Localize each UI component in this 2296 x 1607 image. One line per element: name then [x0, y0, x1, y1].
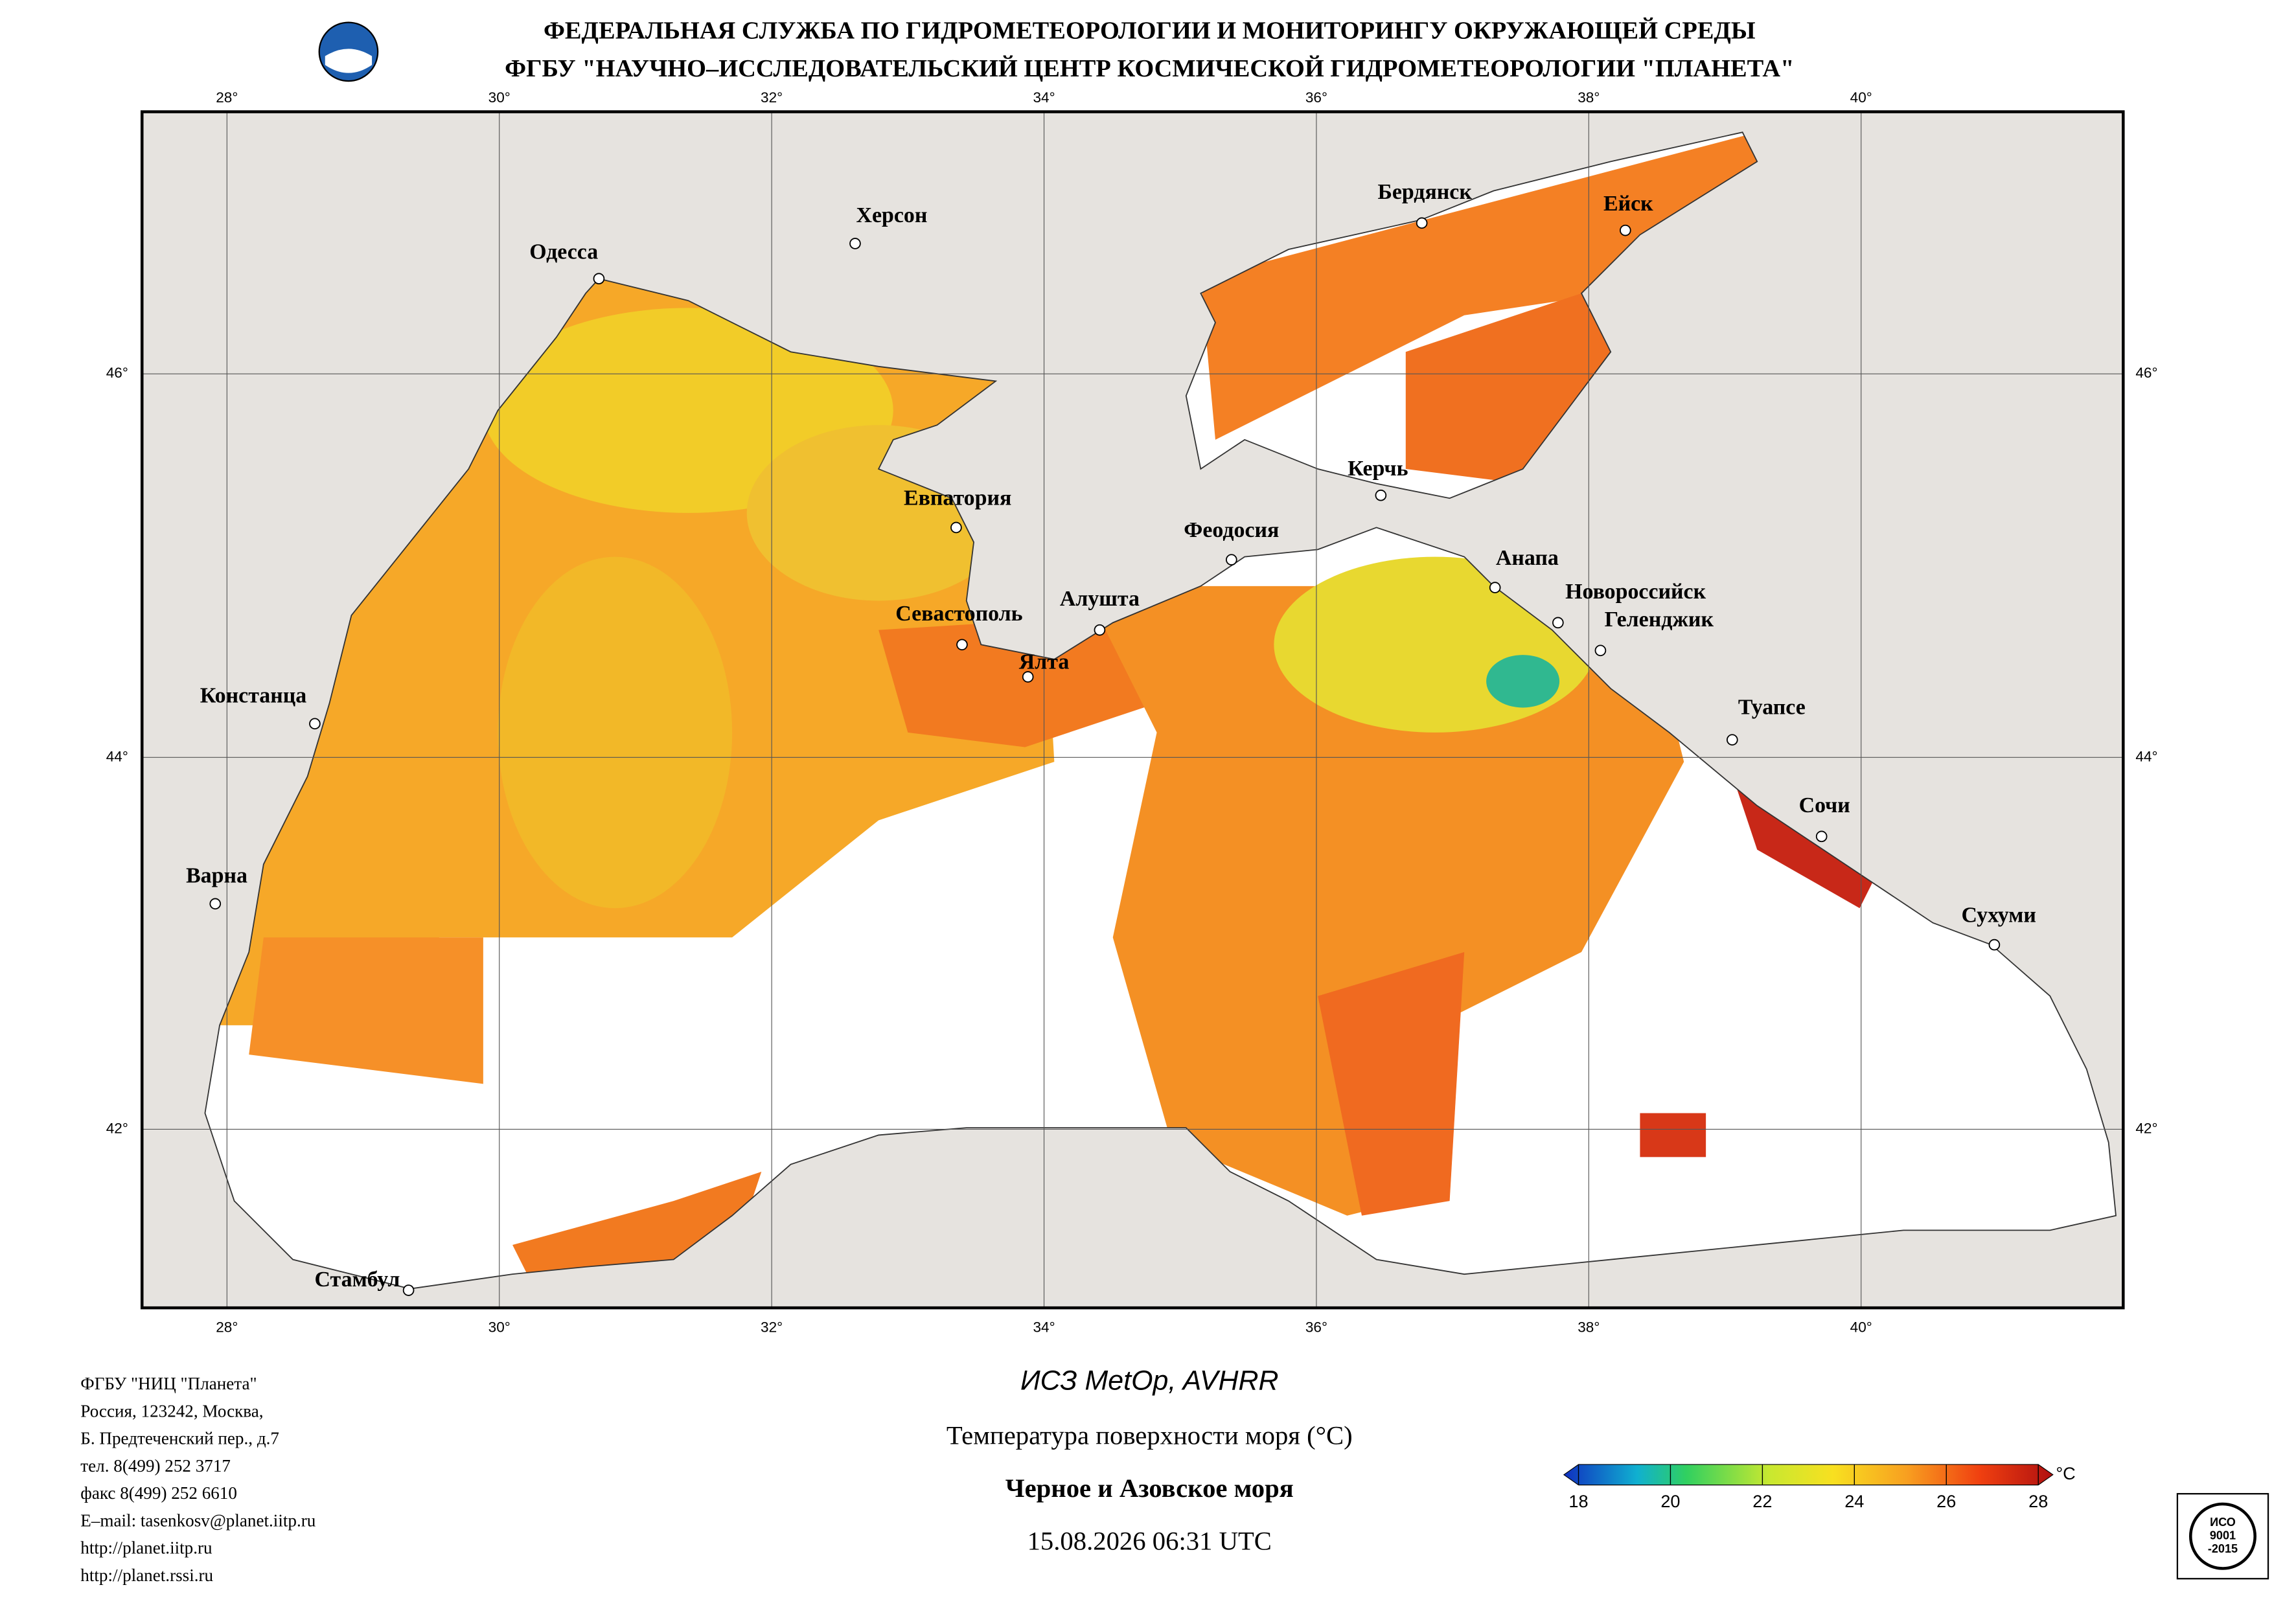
address-line: ФГБУ "НИЦ "Планета" [80, 1374, 257, 1393]
city-label: Алушта [1060, 587, 1140, 611]
graticule: 28° 28° 30° 30° 32° 32° 34° 34° 36° 36° 38° 38° 40° 4… [106, 89, 2158, 1336]
lat-label: 42° [106, 1120, 128, 1136]
address-line: http://planet.rssi.ru [80, 1566, 213, 1585]
lon-label: 34° [1033, 1319, 1055, 1336]
colorbar-label: 26 [1936, 1491, 1956, 1511]
city-label: Бердянск [1377, 180, 1472, 204]
city-marker [593, 273, 605, 285]
iso-logo [2176, 1493, 2269, 1580]
city-marker [402, 1284, 415, 1296]
lon-label: 34° [1033, 89, 1055, 106]
city-marker [1094, 624, 1106, 636]
city-marker [950, 521, 962, 534]
lon-label: 40° [1850, 1319, 1872, 1336]
city-label: Ейск [1603, 192, 1653, 216]
city-label: Керчь [1348, 457, 1408, 481]
city-marker [1375, 489, 1387, 501]
city-label: Новороссийск [1565, 580, 1706, 604]
city-marker [1594, 644, 1607, 657]
header-line: ФГБУ "НАУЧНО–ИССЛЕДОВАТЕЛЬСКИЙ ЦЕНТР КОС… [505, 55, 1794, 82]
lon-label: 36° [1305, 1319, 1327, 1336]
city-marker [1620, 224, 1631, 236]
city-label: Констанца [200, 683, 306, 707]
header-line: ФЕДЕРАЛЬНАЯ СЛУЖБА ПО ГИДРОМЕТЕОРОЛОГИИ … [544, 17, 1756, 44]
address-line: факс 8(499) 252 6610 [80, 1483, 237, 1503]
city-label: Феодосия [1184, 518, 1279, 542]
city-label: Геленджик [1605, 608, 1714, 632]
city-marker [1416, 217, 1428, 229]
city-label: Сочи [1799, 793, 1850, 817]
lon-label: 38° [1578, 1319, 1600, 1336]
region: Черное и Азовское моря [1005, 1474, 1294, 1503]
city-marker [1815, 830, 1828, 843]
lat-label: 44° [106, 748, 128, 764]
iso-text: -2015 [2208, 1542, 2238, 1555]
city-label: Херсон [856, 203, 928, 227]
lon-label: 30° [488, 89, 511, 106]
address-line: E–mail: tasenkosv@planet.iitp.ru [80, 1510, 316, 1530]
colorbar-label: 20 [1660, 1491, 1680, 1511]
iso-text: 9001 [2210, 1529, 2236, 1542]
colorbar-label: 18 [1568, 1491, 1588, 1511]
city-marker [1022, 671, 1034, 683]
city-marker [1988, 939, 2001, 951]
cities: Одесса Херсон Бердянск Ейск Евпатория Керчь Фе… [186, 180, 2036, 1296]
logo [318, 21, 379, 82]
city-marker [209, 898, 222, 910]
colorbar: 18 20 22 24 26 28 °C [1563, 1463, 2076, 1511]
city-marker [309, 718, 321, 730]
satellite: ИСЗ MetOp, AVHRR [1020, 1365, 1279, 1396]
map-frame [140, 110, 2125, 1310]
colorbar-label: 22 [1752, 1491, 1772, 1511]
colorbar-label: 28 [2028, 1491, 2048, 1511]
city-label: Туапсе [1738, 695, 1806, 719]
lon-label: 32° [761, 1319, 783, 1336]
address-line: Б. Предтеченский пер., д.7 [80, 1429, 279, 1448]
city-marker [1226, 554, 1237, 565]
city-marker [1727, 734, 1738, 746]
city-label: Одесса [529, 240, 598, 264]
city-label: Сухуми [1962, 903, 2036, 927]
lon-label: 38° [1578, 89, 1600, 106]
colorbar-unit: °C [2056, 1463, 2075, 1483]
city-label: Евпатория [904, 486, 1011, 510]
city-marker [1552, 617, 1564, 629]
lat-label: 44° [2135, 748, 2157, 764]
city-marker [849, 238, 861, 249]
colorbar-label: 24 [1844, 1491, 1864, 1511]
lon-label: 30° [488, 1319, 511, 1336]
address-line: http://planet.iitp.ru [80, 1538, 212, 1558]
city-marker [1489, 582, 1501, 593]
lat-label: 46° [2135, 365, 2157, 381]
lon-label: 36° [1305, 89, 1327, 106]
city-marker [956, 639, 968, 651]
sst-field [220, 132, 1875, 1275]
city-label: Стамбул [315, 1268, 400, 1292]
city-label: Севастополь [895, 602, 1022, 626]
city-label: Анапа [1496, 546, 1559, 570]
lon-label: 28° [216, 89, 238, 106]
lon-label: 28° [216, 1319, 238, 1336]
lon-label: 32° [761, 89, 783, 106]
address-line: Россия, 123242, Москва, [80, 1401, 263, 1420]
lat-label: 42° [2135, 1120, 2157, 1136]
iso-text: ИСО [2210, 1516, 2236, 1529]
datetime: 15.08.2026 06:31 UTC [1027, 1526, 1272, 1555]
address-line: тел. 8(499) 252 3717 [80, 1456, 231, 1476]
product: Температура поверхности моря (°C) [947, 1421, 1353, 1450]
city-label: Ялта [1019, 650, 1070, 674]
address: ФГБУ "НИЦ "Планета" Россия, 123242, Москв… [80, 1374, 316, 1585]
city-label: Варна [186, 863, 247, 887]
lon-label: 40° [1850, 89, 1872, 106]
lat-label: 46° [106, 365, 128, 381]
